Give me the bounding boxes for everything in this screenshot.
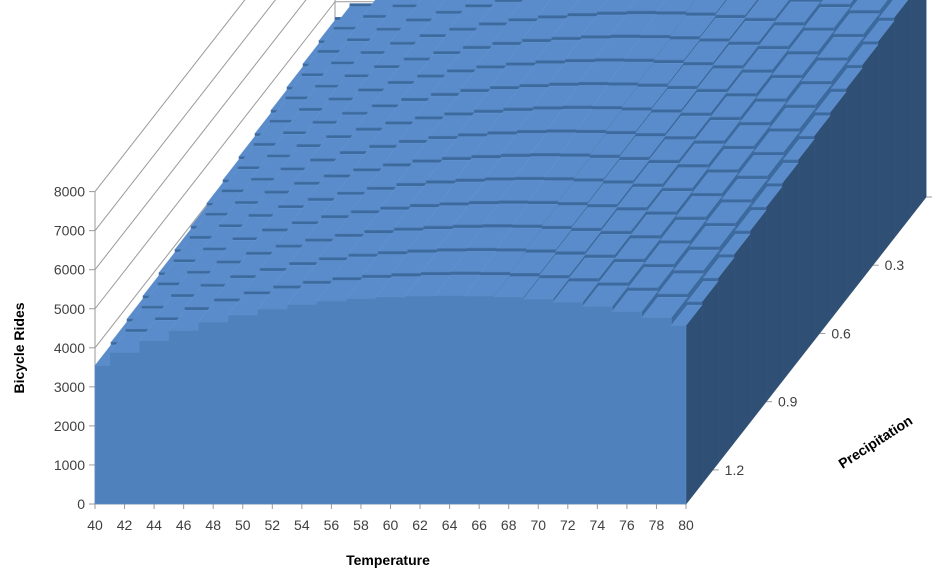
z-axis-title: Precipitation	[835, 412, 915, 472]
surface-side-face	[733, 233, 751, 444]
x-tick-label: 56	[324, 517, 340, 533]
y-axis-title: Bicycle Rides	[11, 302, 27, 393]
y-tick-label: 1000	[54, 457, 85, 473]
x-axis-title: Temperature	[346, 552, 430, 568]
z-tick-label: 0.3	[885, 257, 905, 273]
surface-side-face	[781, 162, 799, 383]
y-tick-label: 2000	[54, 418, 85, 434]
x-tick-label: 70	[530, 517, 546, 533]
y-tick-label: 5000	[54, 301, 85, 317]
y-tick-label: 4000	[54, 340, 85, 356]
surface	[94, 0, 927, 505]
x-tick-label: 62	[412, 517, 428, 533]
surface-side-face	[685, 304, 703, 505]
y-tick-label: 7000	[54, 223, 85, 239]
gridline	[94, 0, 307, 271]
x-tick-label: 46	[176, 517, 192, 533]
y-tick-label: 6000	[54, 262, 85, 278]
y-tick-label: 3000	[54, 379, 85, 395]
surface-side-face	[797, 138, 815, 362]
x-tick-label: 68	[501, 517, 517, 533]
x-tick-label: 74	[590, 517, 606, 533]
surface-side-face	[813, 114, 831, 342]
x-tick-label: 40	[87, 517, 103, 533]
x-tick-label: 54	[294, 517, 310, 533]
gridline	[94, 0, 276, 231]
x-tick-label: 60	[383, 517, 399, 533]
x-tick-label: 66	[471, 517, 487, 533]
surface-side-face	[877, 20, 895, 260]
surface-side-face	[829, 91, 847, 321]
y-tick-label: 0	[77, 496, 85, 512]
surface-side-face	[765, 185, 783, 403]
surface-side-face	[861, 43, 879, 280]
tick-labels: 0 1000 2000 3000 4000 5000 6000 7000 8000 40 42 44 4…	[54, 184, 905, 533]
surface-front-face	[94, 295, 687, 505]
z-tick-label: 0.9	[778, 394, 798, 410]
x-tick-label: 78	[649, 517, 665, 533]
x-tick-label: 76	[619, 517, 635, 533]
y-tick-label: 8000	[54, 184, 85, 200]
x-tick-label: 42	[117, 517, 133, 533]
z-tick-label: 1.2	[725, 462, 745, 478]
surface-side-face	[909, 0, 927, 219]
surface-side-face	[845, 67, 863, 301]
x-tick-label: 64	[442, 517, 458, 533]
x-tick-label: 48	[205, 517, 221, 533]
x-tick-label: 52	[265, 517, 281, 533]
x-tick-label: 80	[678, 517, 694, 533]
surface-side-face	[893, 0, 911, 239]
gridline	[94, 1, 336, 310]
z-tick-label: 0.6	[831, 325, 851, 341]
gridline	[94, 0, 246, 192]
x-tick-label: 44	[146, 517, 162, 533]
surface-side-face	[717, 256, 735, 464]
x-tick-label: 72	[560, 517, 576, 533]
surface-side-face	[701, 280, 719, 485]
x-tick-label: 58	[353, 517, 369, 533]
surface-side-face	[749, 209, 767, 423]
x-tick-label: 50	[235, 517, 251, 533]
